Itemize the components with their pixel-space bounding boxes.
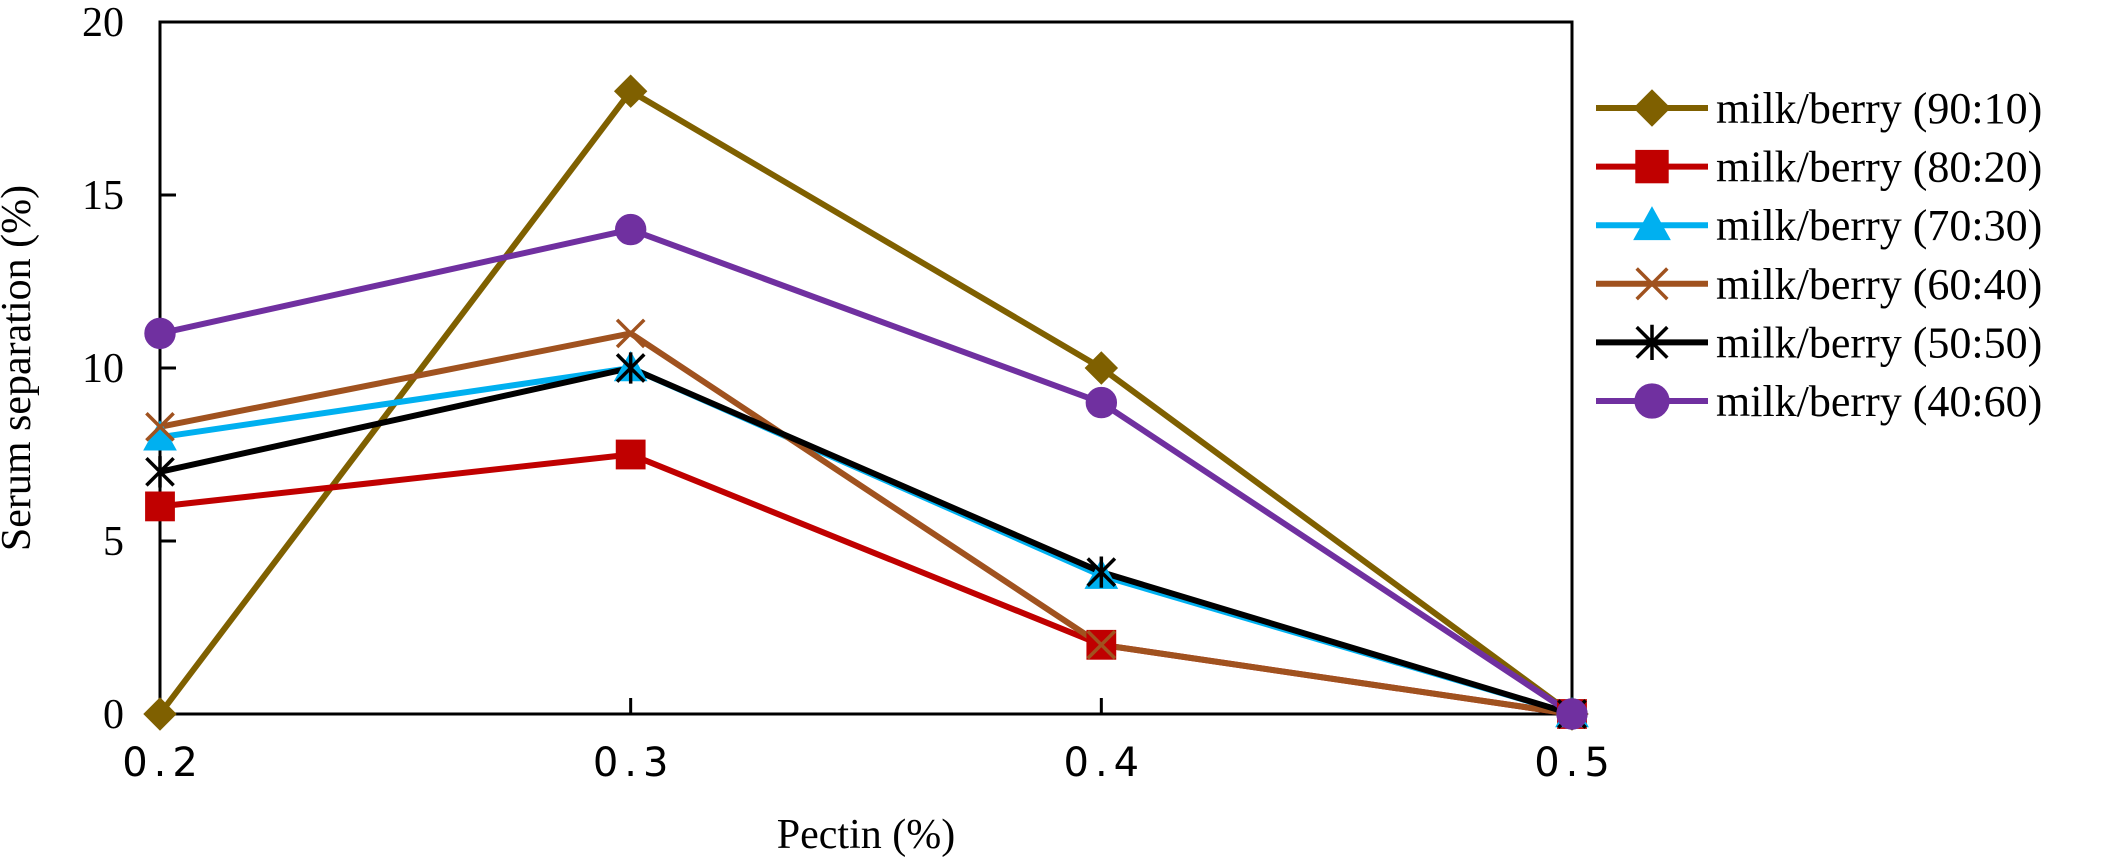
legend-label: milk/berry (40:60)	[1716, 377, 2042, 426]
legend-label: milk/berry (70:30)	[1716, 201, 2042, 250]
y-axis-ticks: 0 5 10 15 20	[82, 0, 176, 738]
diamond-marker	[613, 74, 648, 108]
series-line	[159, 365, 1573, 717]
legend-label: milk/berry (50:50)	[1716, 318, 2042, 367]
series-line	[159, 330, 1573, 717]
series-line	[159, 451, 1573, 717]
series-line	[159, 226, 1574, 717]
legend-item: milk/berry (90:10)	[1596, 84, 2042, 133]
x-marker	[615, 318, 646, 349]
x-tick-label: 0.3	[593, 740, 675, 786]
x-tick-label: 0.5	[1534, 740, 1616, 786]
asterisk-marker	[1635, 324, 1669, 360]
x-tick-label: 0.2	[122, 740, 204, 786]
x-axis-title: Pectin (%)	[777, 812, 955, 858]
circle-marker	[614, 213, 647, 246]
legend-item: milk/berry (70:30)	[1596, 201, 2042, 250]
circle-marker	[1634, 383, 1670, 419]
plot-area-frame	[158, 20, 1574, 716]
asterisk-marker	[615, 352, 646, 384]
legend-label: milk/berry (90:10)	[1716, 84, 2042, 133]
square-marker	[1635, 149, 1669, 184]
diamond-marker	[1633, 89, 1671, 127]
y-tick-label: 20	[82, 0, 124, 46]
asterisk-marker	[1086, 556, 1117, 588]
x-axis-ticks: 0.2 0.3 0.4 0.5	[122, 698, 1616, 786]
series-lines	[157, 88, 1574, 717]
circle-marker	[1085, 386, 1118, 419]
diamond-marker	[143, 697, 177, 731]
series-markers	[143, 74, 1589, 731]
y-tick-label: 5	[103, 519, 124, 565]
legend-item: milk/berry (60:40)	[1596, 260, 2042, 309]
y-axis-title: Serum separation (%)	[0, 185, 40, 551]
legend: milk/berry (90:10) milk/berry (80:20) milk…	[1596, 84, 2042, 426]
diamond-marker	[1084, 351, 1119, 385]
y-tick-label: 10	[82, 346, 124, 392]
square-marker	[615, 439, 646, 470]
asterisk-marker	[145, 456, 175, 488]
x-marker	[145, 411, 175, 442]
x-marker	[1086, 629, 1117, 660]
legend-label: milk/berry (80:20)	[1716, 143, 2042, 192]
series-line	[157, 88, 1574, 717]
series-line	[159, 365, 1573, 717]
legend-item: milk/berry (50:50)	[1596, 318, 2042, 367]
y-tick-label: 15	[82, 173, 124, 219]
circle-marker	[144, 317, 176, 350]
triangle-marker	[1633, 206, 1671, 241]
x-tick-label: 0.4	[1064, 740, 1146, 786]
x-marker	[1635, 267, 1669, 301]
circle-marker	[1556, 698, 1588, 730]
legend-label: milk/berry (60:40)	[1716, 260, 2042, 309]
square-marker	[145, 491, 175, 522]
legend-item: milk/berry (80:20)	[1596, 143, 2042, 192]
y-tick-label: 0	[103, 692, 124, 738]
legend-item: milk/berry (40:60)	[1596, 377, 2042, 426]
